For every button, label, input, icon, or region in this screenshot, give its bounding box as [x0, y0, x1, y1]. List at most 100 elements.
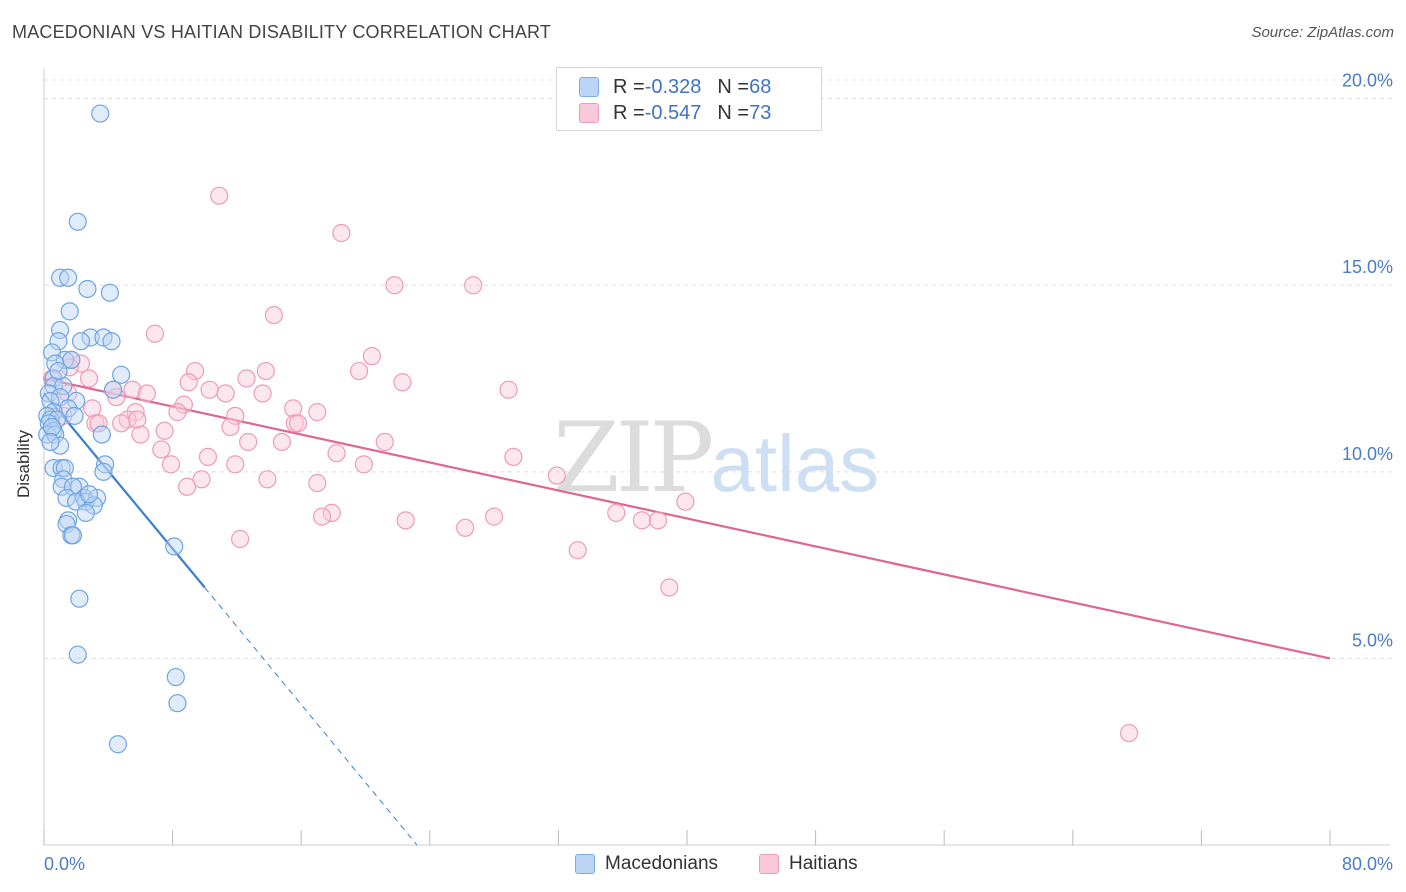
- legend-row-macedonians: R = -0.328 N = 68: [579, 74, 771, 100]
- haitian-point: [485, 507, 504, 526]
- haitian-point: [253, 384, 272, 403]
- macedonian-point: [57, 488, 76, 508]
- haitians-r-label: R =: [613, 101, 645, 124]
- haitian-point: [547, 466, 566, 485]
- macedonian-point: [55, 350, 74, 369]
- gridlines: [44, 79, 1395, 659]
- macedonian-point: [81, 328, 100, 347]
- macedonian-point: [42, 417, 62, 437]
- haitian-point: [168, 403, 187, 422]
- haitian-point: [308, 473, 327, 493]
- macedonian-point: [57, 514, 76, 534]
- macedonian-point: [41, 391, 60, 411]
- macedonian-point: [100, 283, 120, 302]
- haitian-point: [327, 444, 346, 463]
- y-tick-label: 10.0%: [1342, 444, 1393, 464]
- macedonian-point: [59, 268, 78, 287]
- haitian-point: [354, 455, 373, 474]
- macedonian-point: [54, 470, 73, 489]
- haitians-n-label: N =: [717, 101, 750, 124]
- macedonian-point: [104, 380, 123, 399]
- macedonians-n-value: 68: [749, 75, 772, 98]
- haitian-point: [349, 361, 369, 381]
- haitian-point: [226, 406, 245, 425]
- macedonian-point: [63, 526, 83, 545]
- haitian-point: [200, 380, 219, 399]
- haitians-n-value: 73: [749, 101, 772, 124]
- haitian-point: [221, 417, 240, 437]
- macedonian-point: [60, 302, 79, 321]
- haitian-point: [231, 529, 250, 549]
- watermark-atlas: atlas: [710, 419, 880, 508]
- macedonian-point: [49, 361, 68, 381]
- haitians-swatch: [579, 103, 599, 123]
- haitian-point: [186, 361, 205, 381]
- haitian-point: [499, 380, 518, 399]
- haitians-r-value: -0.547: [644, 101, 702, 124]
- haitian-point: [177, 477, 197, 496]
- data-points: [38, 104, 1139, 754]
- macedonians-swatch: [579, 77, 599, 97]
- haitian-point: [198, 447, 218, 467]
- macedonian-point: [166, 667, 185, 687]
- macedonian-point: [50, 436, 70, 455]
- macedonian-point: [41, 432, 60, 452]
- haitians-legend-swatch: [759, 854, 779, 874]
- haitian-point: [464, 276, 483, 295]
- macedonian-point: [112, 365, 131, 384]
- haitian-point: [568, 541, 587, 560]
- haitian-point: [258, 470, 277, 489]
- haitian-point: [192, 470, 211, 489]
- y-tick-label: 15.0%: [1342, 257, 1393, 277]
- tick-labels: 5.0% 10.0% 15.0% 20.0% 0.0% 80.0%: [44, 71, 1393, 874]
- y-tick-label: 5.0%: [1352, 630, 1393, 650]
- macedonian-point: [59, 399, 78, 418]
- haitian-point: [161, 455, 181, 474]
- haitian-point: [131, 425, 150, 444]
- haitian-point: [152, 440, 171, 459]
- haitian-point: [288, 414, 308, 433]
- macedonian-point: [78, 279, 97, 299]
- haitian-point: [660, 578, 679, 597]
- haitian-point: [648, 511, 668, 530]
- haitian-point: [179, 373, 198, 392]
- macedonian-point: [168, 694, 187, 713]
- macedonian-point: [102, 332, 121, 351]
- haitian-point: [308, 403, 327, 422]
- legend-item-macedonians: Macedonians: [575, 851, 718, 877]
- source-label: Source: ZipAtlas.com: [1251, 24, 1394, 41]
- haitian-point: [607, 503, 626, 522]
- macedonian-point: [68, 645, 87, 664]
- x-tick-label: 0.0%: [44, 854, 85, 874]
- haitian-trend-line: [43, 377, 1331, 660]
- macedonian-point: [165, 537, 184, 556]
- macedonian-point: [39, 384, 58, 403]
- haitian-point: [385, 276, 404, 295]
- macedonian-trend-line: [43, 392, 206, 589]
- haitian-point: [272, 432, 292, 452]
- haitians-legend-label: Haitians: [789, 853, 858, 874]
- stats-legend: R = -0.328 N = 68 R = -0.547 N = 73: [556, 67, 822, 131]
- haitian-point: [226, 455, 245, 474]
- haitian-point: [174, 395, 193, 414]
- haitian-point: [79, 369, 99, 388]
- haitian-point: [256, 361, 275, 381]
- y-tick-label: 20.0%: [1342, 71, 1393, 91]
- haitian-point: [89, 414, 108, 433]
- haitian-point: [264, 305, 283, 325]
- trend-lines: [43, 377, 1331, 846]
- haitian-point: [375, 432, 394, 452]
- haitian-point: [123, 380, 142, 399]
- haitian-point: [332, 223, 351, 243]
- macedonian-point: [65, 406, 84, 425]
- macedonian-point: [92, 425, 111, 444]
- haitian-point: [239, 432, 258, 452]
- macedonian-point: [95, 455, 115, 474]
- legend-row-haitians: R = -0.547 N = 73: [579, 100, 771, 126]
- macedonians-legend-label: Macedonians: [605, 853, 719, 874]
- chart-title: MACEDONIAN VS HAITIAN DISABILITY CORRELA…: [12, 22, 552, 42]
- haitian-point: [632, 511, 652, 530]
- haitian-point: [504, 447, 523, 467]
- macedonian-point: [71, 332, 91, 351]
- macedonian-point: [94, 462, 113, 481]
